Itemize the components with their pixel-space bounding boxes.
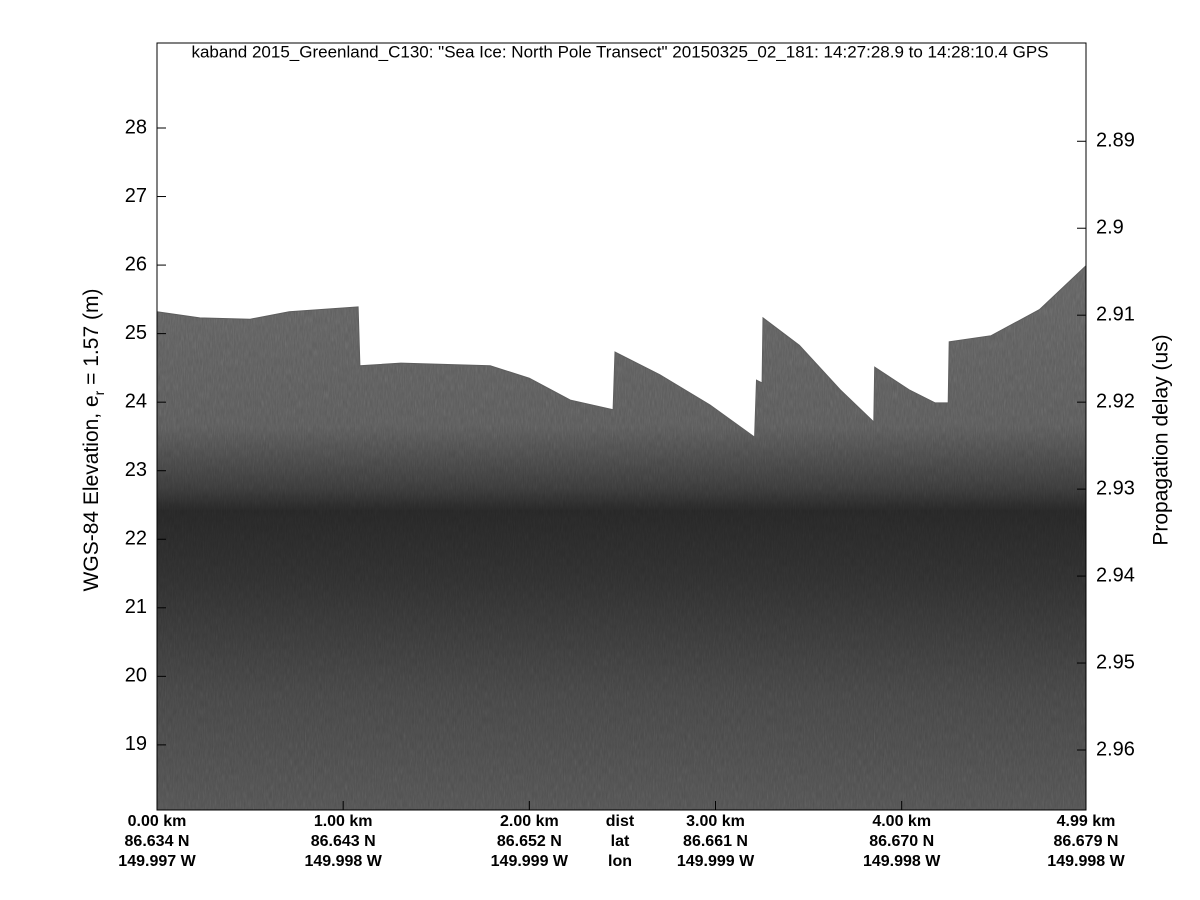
x-tick-lat: 86.643 N [311,833,376,850]
x-tick-lon: 149.998 W [863,853,941,870]
y-tick-label: 20 [125,665,147,687]
x-tick-lon: 149.999 W [491,853,569,870]
x-tick-label: 3.00 km [686,813,745,830]
y2-tick-label: 2.93 [1096,477,1135,499]
x-tick-lat: 86.634 N [125,833,190,850]
y-tick-label: 23 [125,459,147,481]
y-tick-label: 26 [125,253,147,275]
x-row-label: dist [606,813,635,830]
plot-frame [156,42,1087,811]
surface [156,265,1087,439]
chart-title: kaband 2015_Greenland_C130: "Sea Ice: No… [191,42,1048,61]
y2-tick-label: 2.96 [1096,738,1135,760]
x-tick-label: 4.99 km [1057,813,1116,830]
y2-tick-label: 2.92 [1096,390,1135,412]
x-tick-lon: 149.998 W [304,853,382,870]
y2-tick-label: 2.91 [1096,303,1135,325]
y-tick-label: 27 [125,185,147,207]
y2-axis-label: Propagation delay (us) [1150,334,1173,545]
y-tick-label: 22 [125,528,147,550]
y-tick-label: 19 [125,733,147,755]
y-axis-label-part: = 1.57 (m) [80,289,103,391]
x-tick-label: 4.00 km [872,813,931,830]
x-tick-lat: 86.661 N [683,833,748,850]
x-tick-lat: 86.679 N [1054,833,1119,850]
y-axis-label-part: WGS-84 Elevation, e [80,395,103,591]
x-tick-label: 2.00 km [500,813,559,830]
x-tick-label: 1.00 km [314,813,373,830]
y-axis-label-sub: r [91,390,107,395]
y2-tick-label: 2.94 [1096,564,1135,586]
y2-tick-label: 2.89 [1096,130,1135,152]
y-tick-label: 21 [125,596,147,618]
echogram-texture [157,265,1086,810]
x-tick-lon: 149.998 W [1047,853,1125,870]
y-tick-label: 25 [125,322,147,344]
x-row-label: lat [611,833,630,850]
y2-tick-label: 2.95 [1096,651,1135,673]
x-tick-lat: 86.652 N [497,833,562,850]
y-tick-label: 24 [125,390,147,412]
x-tick-lon: 149.999 W [677,853,755,870]
y-tick-label: 28 [125,116,147,138]
y2-tick-label: 2.9 [1096,217,1124,239]
x-tick-lat: 86.670 N [869,833,934,850]
x-row-label: lon [608,853,632,870]
x-tick-lon: 149.997 W [118,853,196,870]
x-tick-label: 0.00 km [128,813,187,830]
y-axis-label: WGS-84 Elevation, er = 1.57 (m) [80,289,107,592]
